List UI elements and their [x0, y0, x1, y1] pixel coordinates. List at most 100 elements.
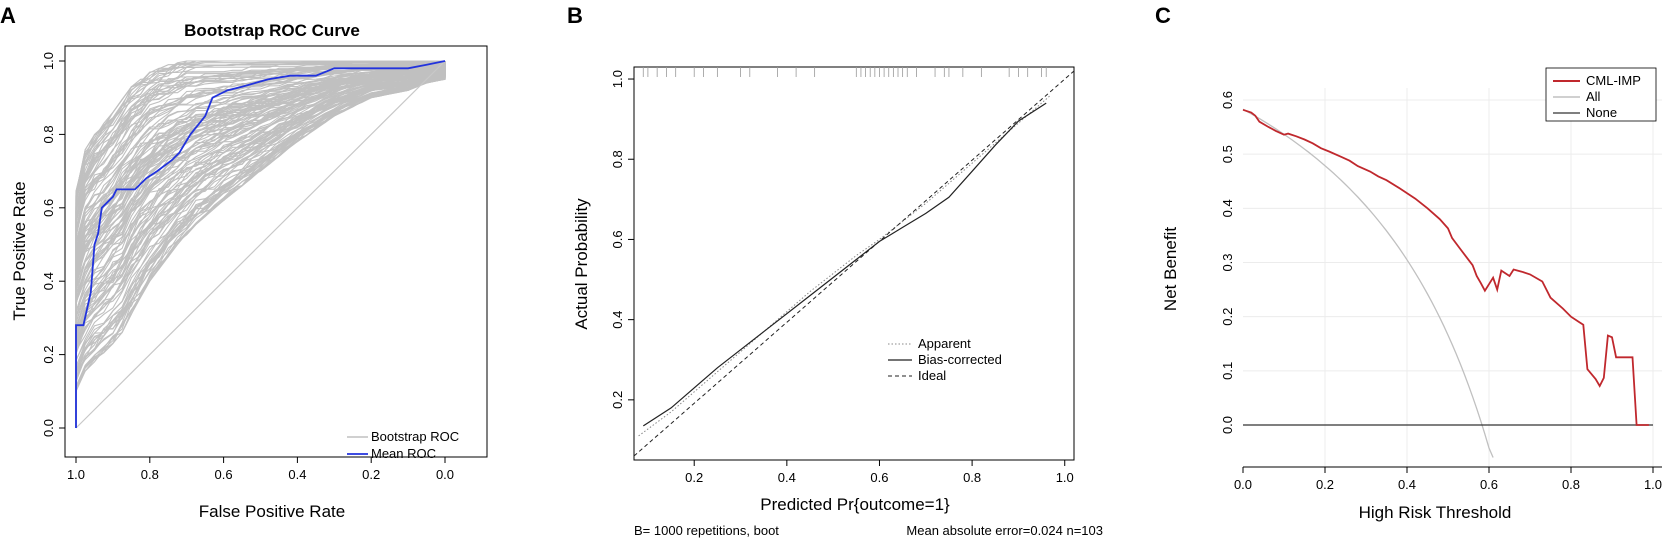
roc-reference-diagonal	[75, 60, 446, 429]
dca-x-tick-label: 0.4	[1398, 477, 1416, 492]
bootstrap-roc-curve	[75, 61, 446, 428]
bootstrap-roc-curve	[75, 61, 446, 428]
bootstrap-roc-curve	[75, 61, 446, 428]
dca-legend-box	[1545, 67, 1657, 122]
calibration-x-axis-label: Predicted Pr{outcome=1}	[760, 495, 950, 514]
bootstrap-roc-curve	[75, 61, 446, 428]
panel-a: A Bootstrap ROC Curve 1.0 0.8 0.6 0.4 0.2 0.0…	[0, 3, 488, 521]
bootstrap-roc-curve	[75, 61, 446, 428]
mean-roc-line	[75, 60, 446, 428]
dca-y-tick-label: 0.4	[1220, 199, 1235, 217]
bootstrap-roc-curve	[75, 60, 445, 428]
roc-x-axis-label: False Positive Rate	[199, 502, 345, 521]
calibration-x-ticks: 0.2 0.4 0.6 0.8 1.0	[685, 460, 1074, 485]
panel-c: C 0.0 0.2 0.4 0.6 0.8 1.0 0.00.10.20.30.40.50…	[1155, 3, 1662, 522]
bootstrap-roc-curve	[75, 61, 446, 428]
dca-y-tick-label: 0.2	[1220, 308, 1235, 326]
roc-x-tick-label: 0.2	[362, 467, 380, 482]
panel-b: B 0.2 0.4 0.6 0.8 1.0 0.2 0.4 0.6 0.8 1.0 Predic…	[567, 3, 1103, 538]
bootstrap-roc-curve	[75, 61, 446, 428]
bootstrap-roc-curve	[75, 61, 446, 428]
dca-grid	[1243, 88, 1662, 468]
bootstrap-roc-curve	[75, 61, 446, 428]
roc-plot-frame	[64, 45, 488, 458]
bootstrap-roc-curve	[75, 61, 446, 428]
panel-c-letter: C	[1155, 3, 1171, 28]
dca-y-tick-label: 0.3	[1220, 253, 1235, 271]
dca-x-tick-label: 0.0	[1234, 477, 1252, 492]
legend-none-label: None	[1586, 105, 1617, 120]
dca-y-axis-label: Net Benefit	[1161, 227, 1180, 311]
bootstrap-roc-curve	[75, 61, 446, 428]
bootstrap-roc-curve	[75, 61, 446, 428]
dca-x-tick-label: 1.0	[1644, 477, 1662, 492]
bootstrap-roc-curve	[75, 61, 446, 428]
roc-legend: Bootstrap ROC Mean ROC	[347, 429, 459, 461]
calibration-y-tick-label: 1.0	[610, 70, 625, 88]
cml-imp-line	[1242, 108, 1649, 426]
calibration-plot-frame	[633, 66, 1075, 461]
calibration-y-tick-label: 0.8	[610, 150, 625, 168]
roc-x-ticks: 1.0 0.8 0.6 0.4 0.2 0.0	[67, 457, 454, 482]
dca-y-tick-label: 0.6	[1220, 91, 1235, 109]
roc-lines	[75, 60, 446, 429]
dca-x-tick-label: 0.6	[1480, 477, 1498, 492]
roc-x-tick-label: 0.8	[141, 467, 159, 482]
roc-y-tick-label: 0.8	[41, 125, 56, 143]
apparent-line	[638, 94, 1052, 437]
roc-x-tick-label: 0.6	[215, 467, 233, 482]
bootstrap-roc-curve	[75, 61, 446, 428]
legend-all-label: All	[1586, 89, 1601, 104]
calibration-x-tick-label: 0.6	[870, 470, 888, 485]
roc-y-tick-label: 0.2	[41, 346, 56, 364]
bias-corrected-line	[642, 102, 1047, 427]
roc-x-tick-label: 0.4	[288, 467, 306, 482]
roc-x-tick-label: 0.0	[436, 467, 454, 482]
calibration-y-axis-label: Actual Probability	[572, 198, 591, 330]
calibration-x-tick-label: 0.4	[778, 470, 796, 485]
roc-y-ticks: 0.0 0.2 0.4 0.6 0.8 1.0	[41, 52, 65, 437]
bootstrap-roc-curve	[75, 61, 446, 428]
treat-all-line	[1242, 108, 1494, 458]
legend-ideal-label: Ideal	[918, 368, 946, 383]
legend-bias-corrected-label: Bias-corrected	[918, 352, 1002, 367]
roc-y-tick-label: 0.4	[41, 272, 56, 290]
roc-x-tick-label: 1.0	[67, 467, 85, 482]
dca-y-tick-label: 0.5	[1220, 145, 1235, 163]
legend-apparent-label: Apparent	[918, 336, 971, 351]
panel-a-letter: A	[0, 3, 16, 28]
dca-y-ticks: 0.0 0.1 0.2 0.3 0.4 0.5 0.6	[1220, 91, 1235, 434]
dca-y-tick-label: 0.1	[1220, 362, 1235, 380]
calibration-lines	[633, 70, 1075, 457]
legend-mean-label: Mean ROC	[371, 446, 436, 461]
bootstrap-roc-curve	[75, 61, 446, 428]
calibration-legend: Apparent Bias-corrected Ideal	[888, 336, 1002, 383]
calibration-y-tick-label: 0.6	[610, 230, 625, 248]
calibration-footer-left: B= 1000 repetitions, boot	[634, 523, 779, 538]
bootstrap-roc-curve	[75, 61, 446, 428]
calibration-y-ticks: 0.2 0.4 0.6 0.8 1.0	[610, 70, 634, 409]
bootstrap-roc-curve	[75, 60, 446, 428]
legend-bootstrap-label: Bootstrap ROC	[371, 429, 459, 444]
roc-y-tick-label: 0.6	[41, 199, 56, 217]
roc-y-tick-label: 1.0	[41, 52, 56, 70]
roc-y-tick-label: 0.0	[41, 419, 56, 437]
roc-title: Bootstrap ROC Curve	[184, 21, 360, 40]
bootstrap-roc-curve	[75, 61, 446, 428]
roc-y-axis-label: True Positive Rate	[10, 181, 29, 320]
dca-x-tick-label: 0.2	[1316, 477, 1334, 492]
calibration-x-tick-label: 0.2	[685, 470, 703, 485]
dca-x-axis-label: High Risk Threshold	[1359, 503, 1512, 522]
dca-lines	[1242, 108, 1653, 458]
dca-x-tick-label: 0.8	[1562, 477, 1580, 492]
calibration-footer-right: Mean absolute error=0.024 n=103	[906, 523, 1103, 538]
dca-y-tick-label: 0.0	[1220, 416, 1235, 434]
calibration-x-tick-label: 0.8	[963, 470, 981, 485]
calibration-y-tick-label: 0.4	[610, 311, 625, 329]
dca-x-ticks: 0.0 0.2 0.4 0.6 0.8 1.0	[1234, 467, 1662, 492]
dca-legend: CML-IMP All None	[1545, 67, 1657, 122]
bootstrap-roc-curve	[75, 61, 446, 428]
calibration-rug	[642, 67, 1047, 77]
panel-b-letter: B	[567, 3, 583, 28]
